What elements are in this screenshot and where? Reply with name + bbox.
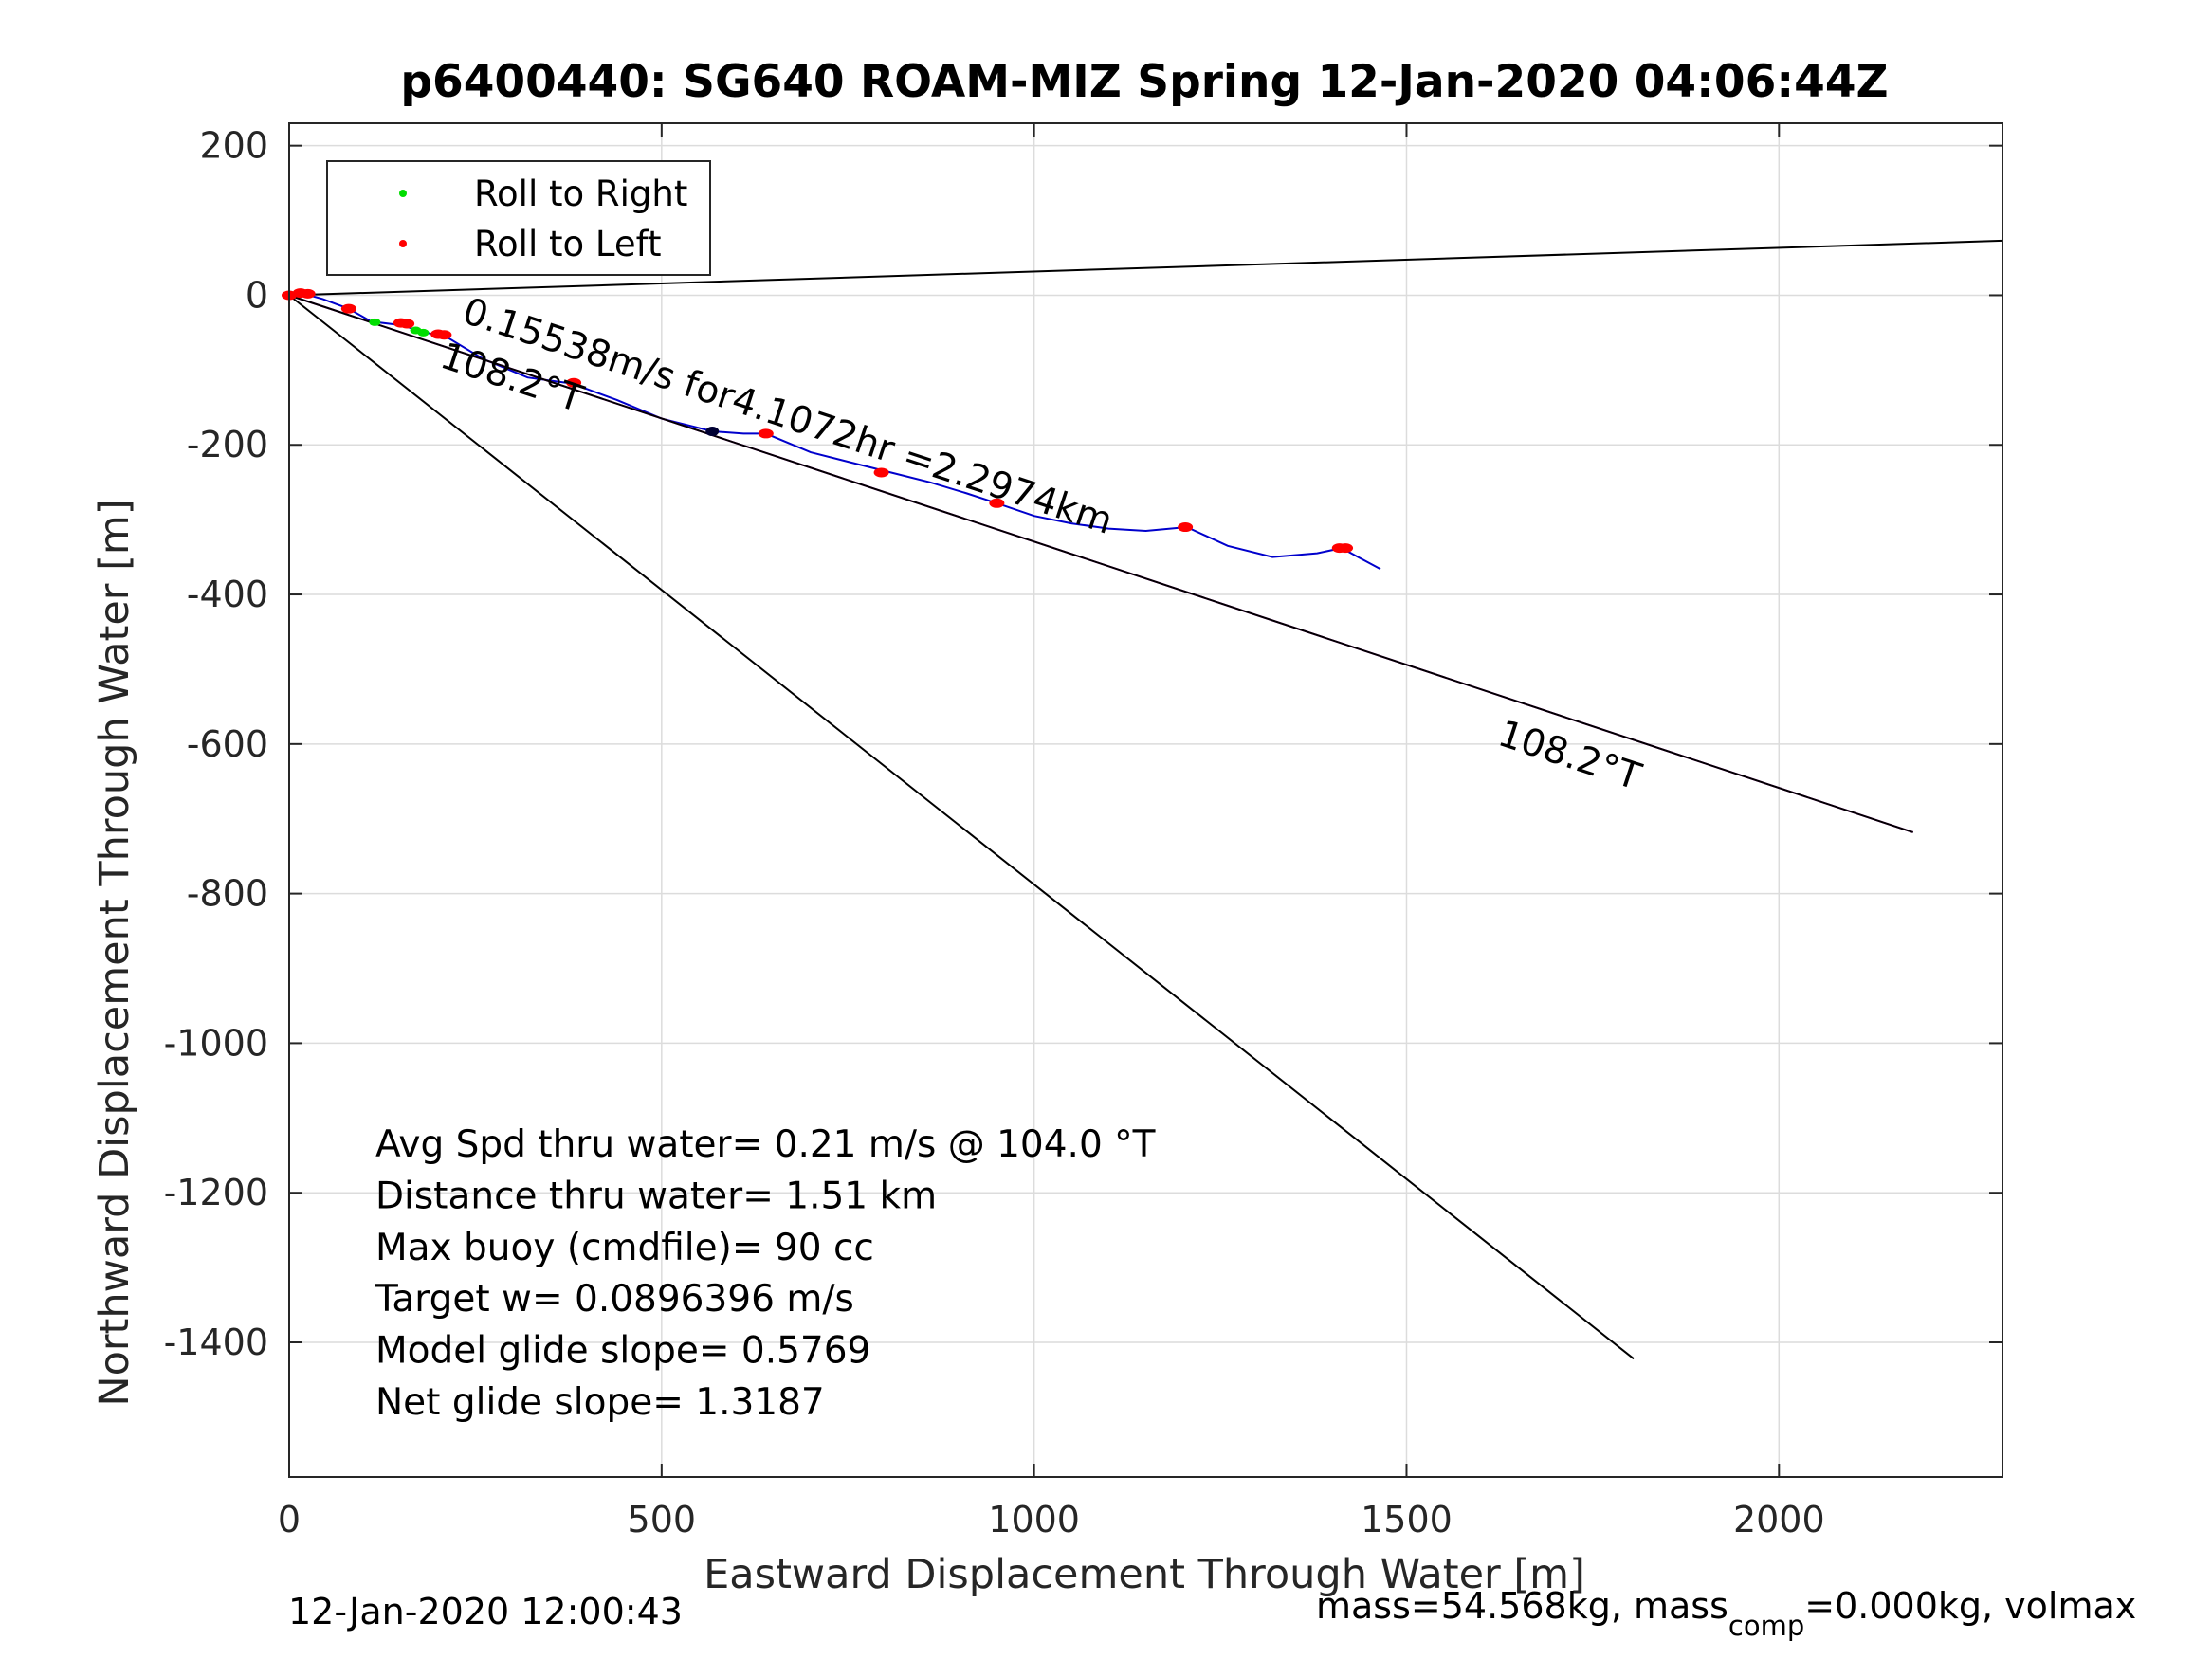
roll-right-marker [417,328,430,337]
legend: Roll to Right Roll to Left [326,160,711,276]
y-tick-label: -600 [187,723,268,765]
x-tick-label: 0 [278,1499,301,1540]
footer-mass-pre: mass=54.568kg, mass [1316,1585,1728,1627]
stats-line: Net glide slope= 1.3187 [375,1381,825,1424]
legend-label: Roll to Left [474,224,662,264]
y-tick-label: -800 [187,873,268,915]
x-tick-label: 2000 [1733,1499,1825,1540]
stats-line: Model glide slope= 0.5769 [375,1330,870,1373]
y-tick-label: 200 [199,125,268,167]
stats-text: Avg Spd thru water= 0.21 m/s @ 104.0 °T D… [375,1123,1156,1424]
x-tick-label: 500 [628,1499,697,1540]
footer-mass-info: mass=54.568kg, masscomp=0.000kg, volmax [1316,1585,2136,1642]
roll-left-marker [873,467,889,478]
series-line-2 [288,294,1914,833]
x-tick-label: 1500 [1361,1499,1453,1540]
roll-left-marker [436,330,452,340]
y-tick-label: -1000 [164,1022,268,1064]
segment-marker [705,427,720,437]
roll-left-marker [340,303,356,314]
legend-label: Roll to Right [474,173,687,214]
stats-line: Target w= 0.0896396 m/s [375,1278,854,1321]
legend-box [326,160,711,276]
plot-frame [288,122,2003,1478]
series-line-3 [288,294,1635,1360]
roll-left-marker [758,428,774,439]
roll-left-marker [1178,522,1194,533]
legend-marker [399,190,407,197]
roll-left-marker [1338,543,1354,554]
series-line-4 [288,239,2003,297]
stats-line: Max buoy (cmdfile)= 90 cc [375,1227,874,1269]
y-axis-label: Northward Displacement Through Water [m] [91,499,138,1406]
y-tick-label: -200 [187,424,268,465]
roll-left-marker [566,377,582,388]
y-tick-label: -400 [187,574,268,615]
axis-ticks: 0 500 1000 1500 20002000-200-400-600-800-100… [164,123,2002,1540]
y-tick-label: -1200 [164,1172,268,1213]
chart-title: p6400440: SG640 ROAM-MIZ Spring 12-Jan-2… [400,56,1888,108]
legend-marker [399,240,407,247]
grid [288,123,2002,1477]
x-tick-label: 1000 [988,1499,1080,1540]
roll-right-marker [369,318,381,326]
markers [282,288,1354,554]
series-lines [288,239,2003,1360]
footer-mass-sub: comp [1728,1610,1804,1642]
roll-left-marker [989,498,1005,508]
roll-left-marker [300,288,316,299]
y-tick-label: -1400 [164,1322,268,1363]
footer-timestamp: 12-Jan-2020 12:00:43 [288,1591,683,1632]
x-axis-label: Eastward Displacement Through Water [m] [704,1551,1585,1598]
stats-line: Distance thru water= 1.51 km [375,1175,937,1217]
footer-mass-post: =0.000kg, volmax [1804,1585,2136,1627]
roll-left-marker [399,319,415,329]
y-tick-label: 0 [246,274,268,316]
stats-line: Avg Spd thru water= 0.21 m/s @ 104.0 °T [375,1123,1156,1166]
